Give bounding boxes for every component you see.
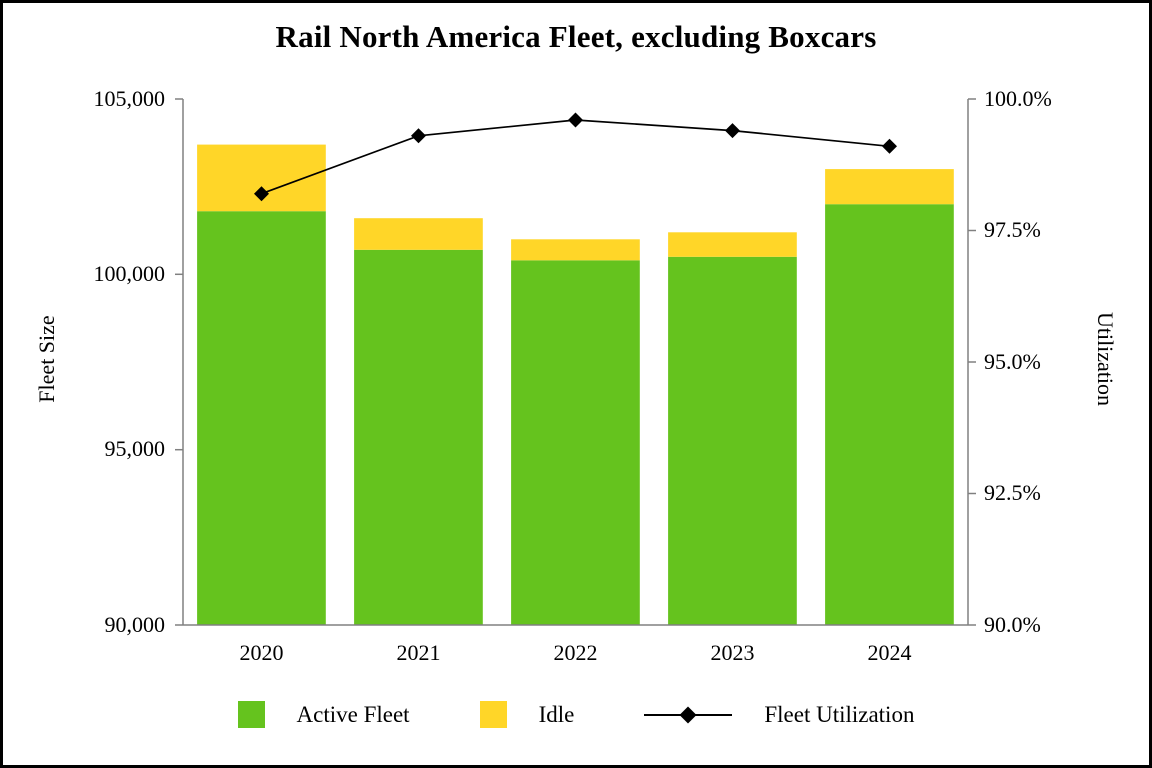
utilization-line bbox=[261, 119, 890, 195]
right-axis-tick: 100.0% bbox=[984, 86, 1052, 111]
utilization-marker-2023 bbox=[725, 123, 740, 139]
bar-active-2021 bbox=[354, 249, 483, 626]
legend-item-active-fleet: Active Fleet bbox=[237, 701, 410, 728]
legend-label-idle: Idle bbox=[538, 701, 575, 727]
bar-active-2020 bbox=[197, 211, 326, 625]
utilization-marker-2021 bbox=[411, 128, 426, 144]
right-axis-tick: 92.5% bbox=[984, 480, 1041, 505]
x-axis-label-2022: 2022 bbox=[553, 640, 598, 665]
legend-label-active-fleet: Active Fleet bbox=[296, 701, 410, 727]
chart-title: Rail North America Fleet, excluding Boxc… bbox=[275, 19, 877, 54]
legend-item-idle: Idle bbox=[479, 701, 575, 728]
active-fleet-swatch-icon bbox=[237, 701, 265, 728]
right-axis-title: Utilization bbox=[1093, 311, 1118, 407]
chart-canvas bbox=[175, 98, 976, 626]
diamond-marker-icon bbox=[679, 706, 697, 723]
bar-idle-2024 bbox=[825, 169, 954, 205]
left-axis-tick: 90,000 bbox=[104, 612, 166, 637]
right-axis-tick: 97.5% bbox=[984, 217, 1041, 242]
bar-idle-2022 bbox=[511, 239, 640, 261]
left-axis-title: Fleet Size bbox=[34, 315, 59, 403]
left-axis-tick: 100,000 bbox=[93, 261, 166, 286]
utilization-marker-2020 bbox=[254, 186, 269, 202]
x-axis-label-2024: 2024 bbox=[867, 640, 912, 665]
left-axis-tick: 95,000 bbox=[104, 436, 166, 461]
x-axis-label-2023: 2023 bbox=[710, 640, 755, 665]
idle-swatch-icon bbox=[479, 701, 507, 728]
utilization-line-sample-icon bbox=[644, 706, 733, 723]
right-axis-tick: 95.0% bbox=[984, 349, 1041, 374]
utilization-marker-2024 bbox=[882, 138, 897, 154]
bar-active-2023 bbox=[668, 256, 797, 625]
chart-legend: Active Fleet Idle Fleet Utilization bbox=[3, 701, 1149, 728]
x-axis-label-2021: 2021 bbox=[396, 640, 441, 665]
x-axis-label-2020: 2020 bbox=[239, 640, 284, 665]
legend-item-fleet-utilization: Fleet Utilization bbox=[644, 702, 914, 728]
bar-active-2022 bbox=[511, 260, 640, 625]
utilization-marker-2022 bbox=[568, 112, 583, 128]
bar-idle-2023 bbox=[668, 232, 797, 257]
bar-idle-2021 bbox=[354, 218, 483, 250]
bar-active-2024 bbox=[825, 204, 954, 625]
left-axis-tick: 105,000 bbox=[93, 86, 166, 111]
legend-label-fleet-utilization: Fleet Utilization bbox=[764, 701, 915, 727]
right-axis-tick: 90.0% bbox=[984, 612, 1041, 637]
